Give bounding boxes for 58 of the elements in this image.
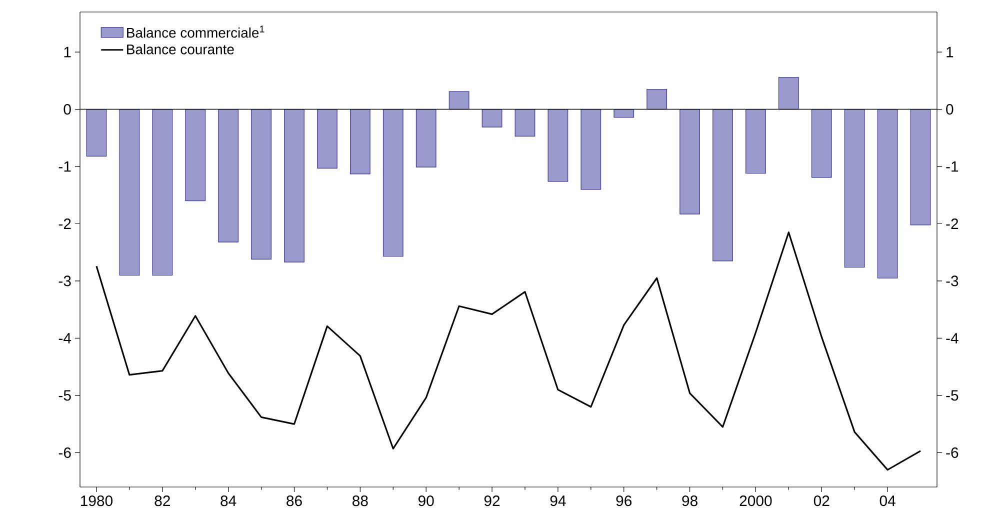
y-tick-label: -5 bbox=[58, 390, 71, 401]
x-tick-label: 84 bbox=[220, 496, 236, 506]
bar bbox=[317, 108, 338, 169]
bar bbox=[416, 108, 436, 168]
y2-tick-label: -5 bbox=[946, 390, 958, 401]
bar bbox=[811, 108, 832, 178]
bar bbox=[614, 108, 634, 118]
bar bbox=[514, 108, 536, 136]
legend-label: Balance commerciale$^{1}$ bbox=[127, 26, 264, 38]
x-tick-label: 86 bbox=[286, 496, 302, 506]
line-series bbox=[96, 232, 922, 471]
y-tick-label: -4 bbox=[58, 333, 72, 344]
bar bbox=[382, 108, 404, 257]
y-tick-label: 1 bbox=[64, 46, 71, 58]
bar bbox=[119, 108, 140, 276]
x-tick-label: 1980 bbox=[81, 496, 113, 506]
bar bbox=[284, 108, 304, 262]
x-tick-label: 82 bbox=[154, 496, 170, 506]
x-tick-label: 92 bbox=[484, 496, 500, 506]
y-tick-label: 0 bbox=[64, 104, 71, 115]
y2-tick-label: -2 bbox=[946, 218, 958, 229]
bar bbox=[877, 108, 898, 278]
bar bbox=[251, 108, 272, 260]
bar bbox=[152, 108, 173, 276]
y2-tick-label: 0 bbox=[946, 104, 954, 115]
y2-tick-label: -1 bbox=[946, 161, 958, 172]
bar bbox=[844, 108, 865, 268]
bar bbox=[218, 108, 239, 242]
bar bbox=[746, 108, 766, 174]
x-tick-label: 98 bbox=[682, 496, 698, 506]
bar bbox=[712, 108, 733, 262]
bar bbox=[778, 76, 799, 110]
x-tick-label: 96 bbox=[616, 496, 632, 506]
bar bbox=[185, 108, 206, 202]
y-tick-label: -1 bbox=[58, 161, 71, 172]
x-tick-label: 02 bbox=[814, 496, 830, 506]
y2-tick-label: -4 bbox=[946, 333, 958, 344]
y2-tick-label: -6 bbox=[946, 447, 958, 458]
y-tick-label: -3 bbox=[58, 276, 71, 286]
bar bbox=[580, 108, 602, 190]
y-tick-label: -2 bbox=[58, 218, 71, 229]
x-tick-label: 2000 bbox=[740, 496, 772, 506]
y2-tick-label: -3 bbox=[946, 276, 958, 286]
x-tick-label: 90 bbox=[418, 496, 434, 506]
y-tick-label: -6 bbox=[58, 447, 71, 458]
x-tick-label: 04 bbox=[880, 496, 896, 506]
bar bbox=[548, 108, 568, 182]
bar bbox=[448, 91, 470, 110]
bar bbox=[350, 108, 370, 174]
bar bbox=[86, 108, 107, 157]
x-tick-label: 94 bbox=[550, 496, 566, 506]
y2-tick-label: 1 bbox=[946, 46, 954, 58]
legend-label: Balance courante bbox=[127, 44, 234, 54]
bar bbox=[646, 88, 668, 110]
bar bbox=[680, 108, 700, 214]
x-tick-label: 88 bbox=[352, 496, 368, 506]
bar bbox=[910, 108, 931, 226]
bar bbox=[482, 108, 502, 128]
